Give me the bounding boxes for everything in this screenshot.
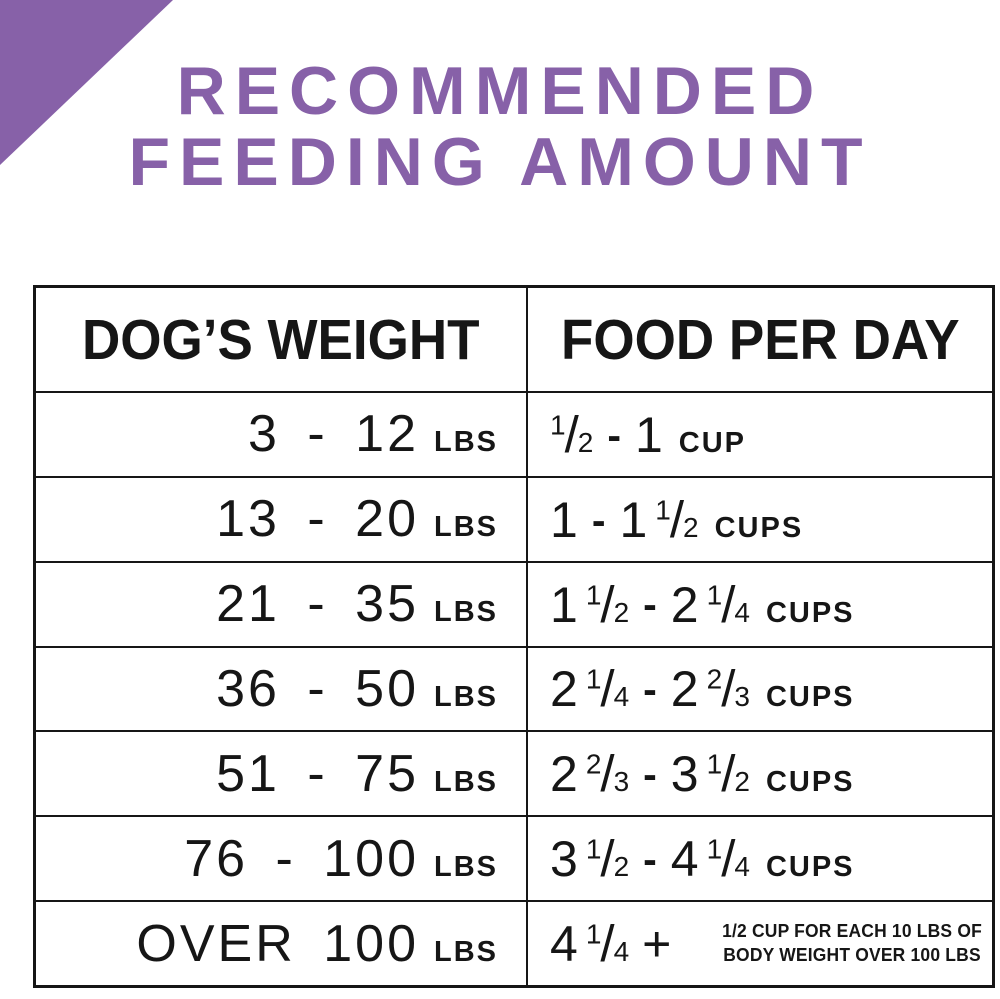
weight-unit: LBS bbox=[434, 680, 498, 713]
weight-cell: 51 - 75 LBS bbox=[36, 732, 526, 816]
range-dash: - bbox=[643, 835, 658, 882]
fraction: 1/2 bbox=[585, 830, 631, 888]
fraction: 1/2 bbox=[706, 745, 751, 803]
food-cell: 1-1 1/2 CUPS bbox=[528, 477, 992, 561]
food-cell: 4 1/4 + 1/2 CUP FOR EACH 10 LBS OF BODY WEIG… bbox=[528, 902, 992, 985]
fraction: 1/4 bbox=[585, 915, 631, 973]
weight-value: 21 - 35 bbox=[216, 575, 419, 634]
column-header-label: DOG’S WEIGHT bbox=[82, 307, 480, 372]
weight-unit: LBS bbox=[434, 511, 498, 544]
weight-cell: 3 - 12 LBS bbox=[36, 393, 526, 476]
fraction: 1/2 bbox=[585, 575, 631, 633]
food-unit: CUPS bbox=[765, 596, 855, 629]
fraction: 2/3 bbox=[585, 745, 631, 803]
weight-unit: LBS bbox=[434, 850, 498, 883]
food-value: 1-1 1/2 bbox=[550, 490, 700, 548]
weight-cell: 21 - 35 LBS bbox=[36, 562, 526, 646]
fraction: 2/3 bbox=[706, 660, 751, 718]
food-value: 3 1/2-4 1/4 bbox=[550, 830, 751, 888]
range-dash: - bbox=[643, 581, 658, 628]
page-title: RECOMMENDED FEEDING AMOUNT bbox=[0, 53, 1000, 201]
food-note: 1/2 CUP FOR EACH 10 LBS OF BODY WEIGHT OV… bbox=[722, 920, 982, 967]
food-cell: 2 1/4-2 2/3 CUPS bbox=[528, 647, 992, 731]
feeding-table: DOG’S WEIGHT FOOD PER DAY 3 - 12 LBS 1/2-1… bbox=[33, 285, 995, 988]
food-value: 2 1/4-2 2/3 bbox=[550, 660, 751, 718]
fraction: 1/2 bbox=[550, 405, 595, 463]
page-title-line2: FEEDING AMOUNT bbox=[128, 124, 872, 201]
column-header-label: FOOD PER DAY bbox=[560, 307, 960, 372]
weight-value: 36 - 50 bbox=[216, 659, 419, 718]
food-value: 1/2-1 bbox=[550, 405, 664, 463]
weight-cell: 36 - 50 LBS bbox=[36, 647, 526, 731]
fraction: 1/4 bbox=[706, 575, 751, 633]
weight-cell: 76 - 100 LBS bbox=[36, 817, 526, 901]
food-cell: 2 2/3-3 1/2 CUPS bbox=[528, 732, 992, 816]
weight-cell: OVER 100 LBS bbox=[36, 902, 526, 985]
food-value: 2 2/3-3 1/2 bbox=[550, 745, 751, 803]
food-unit: CUPS bbox=[765, 851, 855, 884]
column-header-food-per-day: FOOD PER DAY bbox=[528, 288, 992, 391]
range-dash: - bbox=[607, 411, 622, 458]
column-header-dogs-weight: DOG’S WEIGHT bbox=[36, 288, 526, 391]
weight-value: 3 - 12 bbox=[248, 405, 419, 464]
food-value: 1 1/2-2 1/4 bbox=[550, 575, 751, 633]
food-unit: CUPS bbox=[765, 766, 855, 799]
food-value: 4 1/4 + bbox=[550, 915, 673, 973]
weight-unit: LBS bbox=[434, 765, 498, 798]
fraction: 1/4 bbox=[706, 830, 751, 888]
food-cell: 1 1/2-2 1/4 CUPS bbox=[528, 562, 992, 646]
plus-sign: + bbox=[642, 916, 673, 973]
food-note-line1: 1/2 CUP FOR EACH 10 LBS OF bbox=[722, 921, 982, 942]
weight-unit: LBS bbox=[434, 426, 498, 459]
range-dash: - bbox=[591, 496, 607, 543]
food-unit: CUP bbox=[678, 426, 747, 459]
weight-value: OVER 100 bbox=[136, 914, 419, 973]
fraction: 1/2 bbox=[655, 490, 700, 548]
weight-unit: LBS bbox=[434, 596, 498, 629]
food-note-line2: BODY WEIGHT OVER 100 LBS bbox=[723, 944, 981, 965]
fraction: 1/4 bbox=[585, 660, 631, 718]
weight-unit: LBS bbox=[434, 935, 498, 968]
weight-value: 76 - 100 bbox=[184, 829, 419, 888]
page-title-line1: RECOMMENDED bbox=[176, 53, 824, 129]
range-dash: - bbox=[643, 666, 658, 713]
food-unit: CUPS bbox=[714, 511, 804, 544]
food-cell: 1/2-1 CUP bbox=[528, 393, 992, 476]
weight-value: 51 - 75 bbox=[216, 744, 419, 803]
food-cell: 3 1/2-4 1/4 CUPS bbox=[528, 817, 992, 901]
weight-cell: 13 - 20 LBS bbox=[36, 477, 526, 561]
range-dash: - bbox=[643, 751, 658, 798]
weight-value: 13 - 20 bbox=[216, 490, 419, 549]
food-unit: CUPS bbox=[765, 681, 855, 714]
